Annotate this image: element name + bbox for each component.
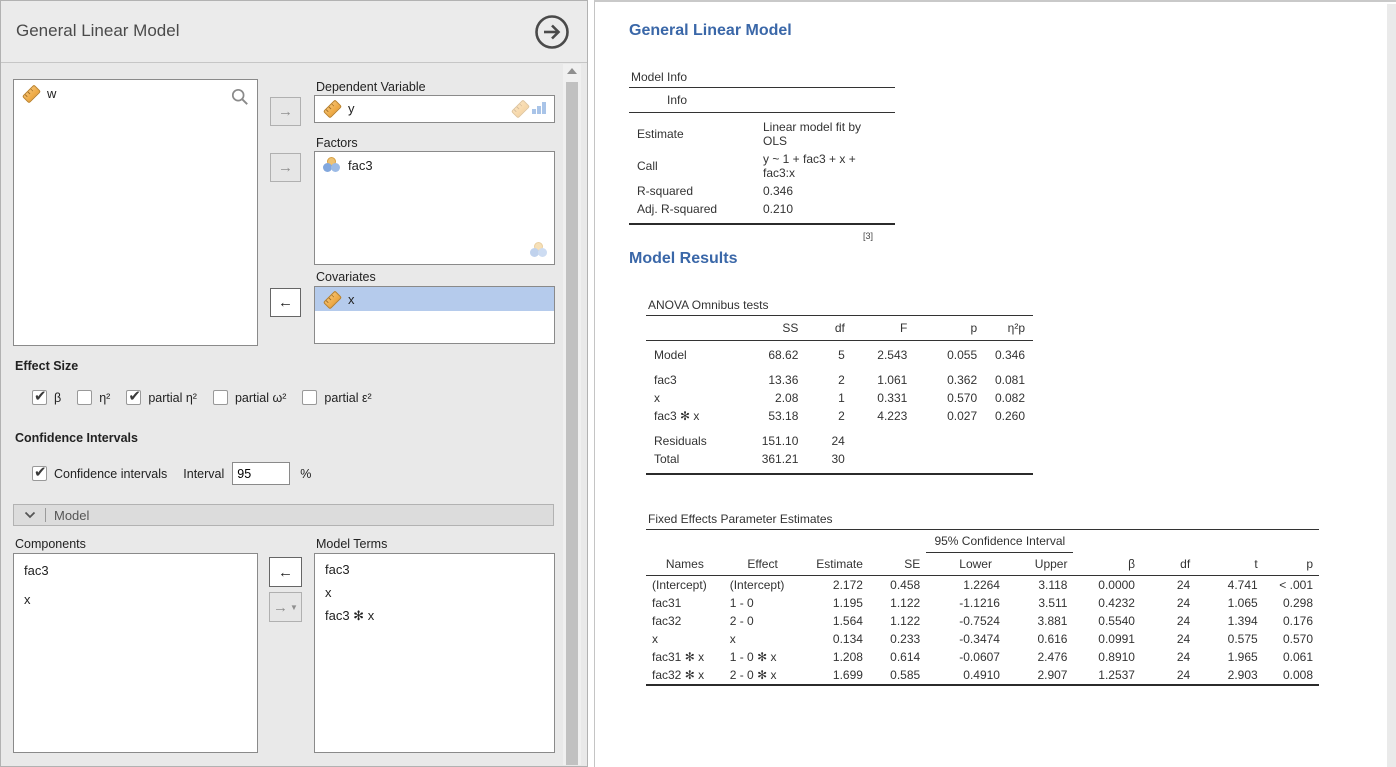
percent-label: % — [300, 466, 312, 481]
factors-label: Factors — [316, 136, 358, 150]
search-icon[interactable] — [231, 88, 249, 111]
options-scrollbar[interactable] — [563, 64, 581, 765]
eta-squared-checkbox[interactable] — [77, 390, 93, 405]
covariate-item-x[interactable]: x — [315, 287, 554, 311]
results-scrollbar-gutter[interactable] — [1387, 4, 1396, 767]
variable-label: fac3 — [348, 157, 373, 173]
variable-label: x — [348, 291, 355, 307]
interval-input[interactable] — [232, 462, 291, 485]
continuous-variable-icon — [21, 84, 42, 104]
allowed-nominal-icon — [530, 242, 547, 258]
factor-item-fac3[interactable]: fac3 — [315, 152, 554, 178]
factors-box[interactable]: fac3 — [314, 151, 555, 265]
move-to-dependent-button[interactable]: → — [270, 97, 301, 126]
add-model-term-button[interactable]: → ▼ — [269, 592, 302, 622]
anova-title: ANOVA Omnibus tests — [648, 298, 769, 312]
model-section-header[interactable]: Model — [13, 504, 554, 526]
caret-down-icon: ▼ — [290, 602, 298, 612]
bar-chart-icon — [532, 102, 546, 114]
partial-eta-squared-checkbox[interactable] — [126, 387, 142, 405]
anova-rows: Model 68.62 5 2.543 0.055 0.346 fac3 13.36 2 1.06… — [654, 348, 1025, 466]
results-title: General Linear Model — [629, 22, 792, 39]
confidence-intervals-option[interactable]: Confidence intervals — [32, 463, 168, 481]
model-terms-label: Model Terms — [316, 537, 388, 551]
variable-label: w — [47, 85, 57, 101]
dependent-variable-box[interactable]: y — [314, 95, 555, 123]
partial-eta-squared-option[interactable]: partial η² — [126, 387, 197, 405]
partial-eta-squared-label: partial η² — [148, 390, 197, 405]
options-header: General Linear Model — [1, 1, 587, 63]
available-variables-list[interactable]: w — [13, 79, 258, 346]
confidence-intervals-row: Confidence intervals Interval % — [32, 462, 311, 485]
model-term-item[interactable]: fac3 ✻ x — [325, 608, 375, 623]
circle-arrow-right-icon — [535, 15, 569, 49]
model-section-title: Model — [54, 507, 90, 523]
continuous-variable-icon — [322, 290, 343, 310]
confidence-intervals-label: Confidence intervals — [54, 466, 168, 481]
beta-checkbox[interactable] — [32, 387, 47, 405]
results-panel: General Linear Model Model Info Info Est… — [594, 0, 1396, 767]
allowed-continuous-icon — [510, 99, 531, 119]
divider — [45, 508, 46, 522]
partial-omega-squared-checkbox[interactable] — [212, 390, 228, 405]
beta-option[interactable]: β — [32, 387, 62, 405]
nominal-variable-icon — [323, 157, 340, 173]
model-info-table: Model Info Info Estimate Linear model fit… — [629, 70, 895, 241]
scrollbar-thumb[interactable] — [566, 82, 578, 765]
hide-options-button[interactable] — [533, 13, 571, 51]
scroll-up-arrow-icon[interactable] — [567, 68, 577, 74]
options-panel: General Linear Model w — [0, 0, 588, 767]
partial-omega-squared-option[interactable]: partial ω² — [212, 390, 287, 405]
fixed-effects-title: Fixed Effects Parameter Estimates — [648, 512, 833, 526]
model-term-item[interactable]: x — [325, 585, 332, 600]
fixed-effects-rows: (Intercept) (Intercept) 2.172 0.458 1.2264 3.… — [652, 578, 1313, 682]
chevron-down-icon — [24, 511, 36, 519]
table-footnote: [3] — [862, 231, 873, 241]
partial-epsilon-squared-checkbox[interactable] — [302, 390, 318, 405]
covariates-box[interactable]: x — [314, 286, 555, 344]
model-results-title: Model Results — [629, 250, 738, 267]
eta-squared-option[interactable]: η² — [77, 390, 110, 405]
beta-label: β — [54, 390, 62, 405]
remove-from-covariates-button[interactable]: ← — [270, 288, 301, 317]
dependent-variable-label: Dependent Variable — [316, 80, 426, 94]
fixed-effects-table: Fixed Effects Parameter Estimates 95% Co… — [646, 512, 1319, 686]
covariates-label: Covariates — [316, 270, 376, 284]
effect-size-title: Effect Size — [15, 359, 79, 373]
move-to-factors-button[interactable]: → — [270, 153, 301, 182]
model-info-header: Info — [629, 87, 755, 113]
component-item[interactable]: x — [24, 592, 31, 607]
confidence-intervals-title: Confidence Intervals — [15, 431, 138, 445]
ci-span-header: 95% Confidence Interval — [926, 529, 1074, 553]
eta-squared-label: η² — [99, 390, 111, 405]
dependent-variable-item-y[interactable]: y — [315, 96, 554, 120]
partial-epsilon-squared-label: partial ε² — [324, 390, 372, 405]
components-label: Components — [15, 537, 86, 551]
continuous-variable-icon — [322, 99, 343, 119]
anova-table: ANOVA Omnibus tests SS df F p η²p Model 6… — [646, 298, 1033, 475]
effect-size-options: β η² partial η² partial ω² partial ε² — [32, 387, 388, 405]
model-info-title: Model Info — [631, 70, 688, 84]
components-list[interactable]: fac3 x — [13, 553, 258, 753]
panel-title: General Linear Model — [16, 21, 180, 40]
model-term-item[interactable]: fac3 — [325, 562, 350, 577]
partial-omega-squared-label: partial ω² — [234, 390, 287, 405]
variable-item-w[interactable]: w — [14, 80, 257, 106]
variable-label: y — [348, 100, 355, 116]
component-item[interactable]: fac3 — [24, 563, 49, 578]
model-terms-list[interactable]: fac3 x fac3 ✻ x — [314, 553, 555, 753]
model-info-rows: Estimate Linear model fit by OLS Call y ~ 1… — [637, 120, 862, 216]
remove-model-term-button[interactable]: ← — [269, 557, 302, 587]
partial-epsilon-squared-option[interactable]: partial ε² — [302, 390, 372, 405]
confidence-intervals-checkbox[interactable] — [32, 463, 47, 481]
interval-label: Interval — [183, 466, 225, 481]
